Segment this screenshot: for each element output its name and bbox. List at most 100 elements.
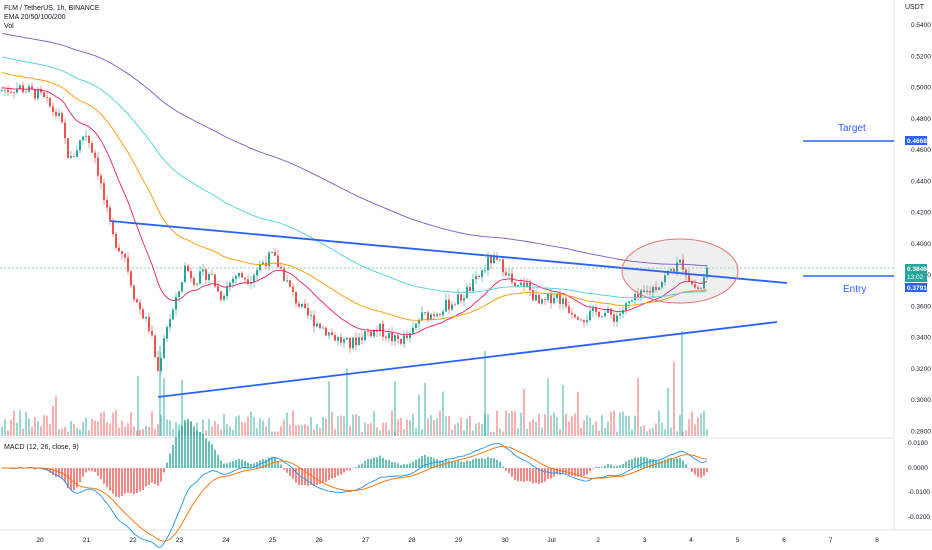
candle-body [700,288,702,290]
macd-histogram-bar [484,458,486,468]
macd-histogram-bar [124,468,126,494]
macd-histogram-bar [94,468,96,473]
macd-histogram-bar [652,458,654,468]
candle-body [190,271,192,279]
volume-bar [100,412,102,436]
currency-unit-label[interactable]: USDT [904,4,924,11]
macd-histogram-bar [316,468,318,485]
candle-body [580,319,582,321]
macd-histogram-bar [181,425,183,468]
price-tick-label: 0.3200 [911,366,931,373]
volume-bar [610,411,612,436]
candle-body [397,335,399,340]
macd-histogram-bar [688,468,690,469]
candle-body [523,282,525,287]
macd-histogram-bar [169,453,171,468]
macd-histogram-bar [298,468,300,486]
volume-bar [649,429,651,436]
volume-bar [445,416,447,436]
volume-bar [283,419,285,436]
volume-bar [112,412,114,436]
volume-bar [496,410,498,436]
macd-histogram-bar [625,461,627,468]
volume-bar [265,426,267,436]
symbol-title[interactable]: FLM / TetherUS, 1h, BINANCE [4,5,100,12]
volume-bar [685,430,687,436]
candle-body [595,307,597,312]
candle-body [127,257,129,272]
volume-bar [484,351,486,436]
macd-indicator-label[interactable]: MACD (12, 26, close, 9) [4,444,79,451]
upper-trendline[interactable] [109,220,788,284]
volume-bar [544,414,546,436]
macd-histogram-bar [46,468,48,471]
candle-body [46,96,48,98]
volume-bar [61,428,63,436]
lower-trendline[interactable] [157,321,778,398]
macd-histogram-bar [217,455,219,468]
volume-bar [580,427,582,436]
candle-body [346,337,348,340]
candle-body [61,112,63,123]
volume-indicator-label[interactable]: Vol [4,23,14,30]
macd-histogram-bar [139,468,141,492]
candle-body [295,292,297,304]
volume-bar [637,377,639,436]
macd-histogram-bar [526,468,528,481]
volume-bar [121,420,123,436]
macd-histogram-bar [343,468,345,473]
volume-bar [388,429,390,436]
price-tick-label: 0.2800 [911,428,931,435]
candle-body [604,313,606,317]
volume-bar [616,431,618,436]
macd-histogram-bar [571,468,573,476]
volume-bar [208,418,210,436]
volume-bar [571,416,573,436]
volume-bar [583,420,585,436]
candle-body [607,308,609,314]
candle-body [694,284,696,288]
volume-bar [274,431,276,436]
candle-body [511,273,513,283]
volume-bar [373,411,375,436]
macd-histogram-bar [268,457,270,468]
macd-histogram-bar [430,457,432,468]
candle-body [553,297,555,304]
candle-body [31,86,33,89]
volume-bar [79,429,81,436]
candle-body [112,221,114,234]
candle-body [451,304,453,310]
candle-body [439,314,441,316]
candle-body [331,332,333,335]
macd-histogram-bar [352,467,354,469]
candlesticks [1,81,708,375]
macd-histogram-bar [235,459,237,468]
candle-body [37,88,39,99]
breakout-ellipse[interactable] [621,238,739,304]
volume-bar [52,405,54,436]
candle-body [517,285,519,287]
macd-histogram-bar [244,460,246,468]
macd-tick-label: -0.0200 [908,514,930,521]
macd-histogram-bar [253,463,255,468]
macd-histogram-bar [229,462,231,468]
volume-bar [124,426,126,436]
ema-indicator-label[interactable]: EMA 20/50/100/200 [4,14,66,21]
volume-bar [397,419,399,436]
volume-bar [85,417,87,436]
macd-histogram-bar [232,461,234,468]
macd-histogram-bar [643,457,645,468]
candle-body [241,272,243,278]
volume-bar [700,413,702,436]
candle-body [679,259,681,263]
macd-histogram-bar [190,421,192,468]
volume-bar [178,424,180,436]
volume-bar [439,410,441,436]
volume-bar [433,420,435,436]
candle-body [172,309,174,320]
candle-body [184,265,186,283]
macd-histogram-bar [115,468,117,497]
ema-100-line [1,56,708,299]
volume-bar [280,426,282,436]
